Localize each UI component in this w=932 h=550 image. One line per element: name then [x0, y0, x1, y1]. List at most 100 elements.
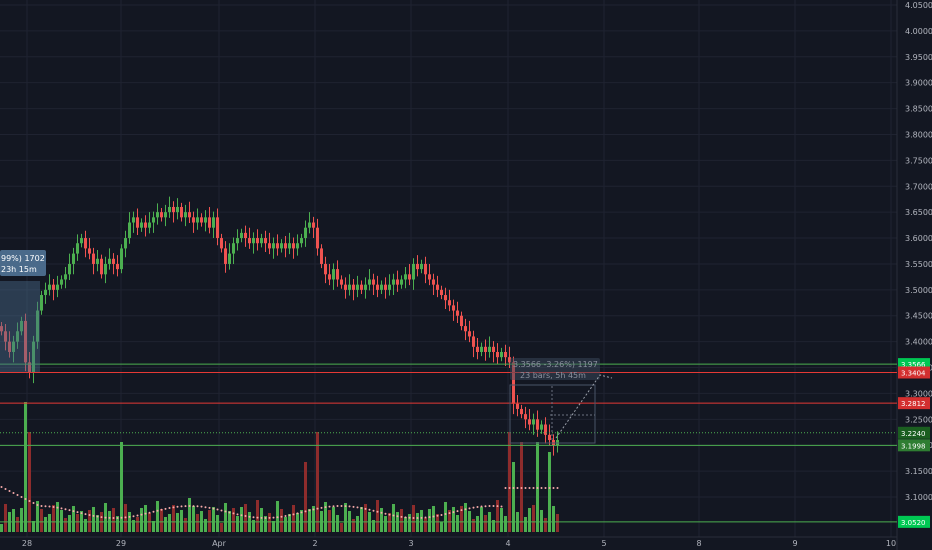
- volume-bar: [52, 505, 55, 532]
- candle-up: [56, 284, 59, 290]
- measure-label-right: [510, 358, 600, 380]
- date-tick-label: 9: [792, 539, 797, 548]
- volume-bar: [84, 519, 87, 532]
- candle-up: [272, 243, 275, 249]
- volume-ma-point: [364, 507, 367, 510]
- volume-ma-point: [292, 513, 295, 516]
- volume-ma-point: [188, 505, 191, 508]
- volume-ma-point: [556, 487, 559, 489]
- candle-down: [316, 227, 319, 249]
- candle-down: [200, 217, 203, 223]
- volume-bar: [24, 402, 27, 532]
- candle-up: [152, 217, 155, 223]
- volume-ma-point: [432, 515, 435, 518]
- volume-bar: [340, 523, 343, 532]
- volume-ma-point: [524, 487, 527, 489]
- volume-ma-point: [140, 513, 143, 516]
- date-tick-label: 29: [116, 539, 126, 548]
- volume-ma-point: [180, 505, 183, 508]
- price-tick-label: 3.5000: [905, 286, 932, 295]
- price-tick-label: 3.7500: [905, 156, 932, 165]
- volume-bar: [236, 516, 239, 532]
- candle-down: [88, 248, 91, 254]
- volume-ma-point: [312, 508, 315, 511]
- candle-up: [420, 263, 423, 270]
- volume-ma-point: [72, 510, 75, 513]
- volume-ma-point: [64, 508, 67, 511]
- volume-ma-point: [440, 513, 443, 516]
- volume-ma-point: [84, 513, 87, 516]
- date-tick-label: 8: [696, 539, 701, 548]
- price-tag-label: 3.0520: [901, 519, 926, 527]
- volume-bar: [16, 517, 19, 532]
- candle-down: [244, 232, 247, 239]
- volume-bar: [44, 517, 47, 532]
- price-tick-label: 3.1000: [905, 493, 932, 502]
- price-tick-label: 3.9000: [905, 79, 932, 88]
- volume-ma-point: [68, 509, 71, 512]
- volume-ma-point: [120, 516, 123, 519]
- volume-ma-point: [12, 492, 15, 494]
- volume-ma-point: [16, 494, 19, 496]
- volume-ma-point: [444, 513, 447, 516]
- volume-ma-point: [28, 500, 31, 502]
- volume-ma-point: [392, 514, 395, 517]
- volume-bar: [68, 515, 71, 532]
- candle-down: [116, 263, 119, 270]
- candle-down: [516, 403, 519, 409]
- volume-ma-point: [148, 511, 151, 514]
- candle-up: [12, 341, 15, 352]
- volume-ma-point: [308, 509, 311, 512]
- volume-bar: [196, 514, 199, 532]
- volume-ma-point: [96, 515, 99, 518]
- volume-bar: [160, 509, 163, 532]
- candle-down: [436, 284, 439, 290]
- candle-down: [192, 217, 195, 223]
- volume-bar: [164, 517, 167, 532]
- volume-bar: [220, 523, 223, 532]
- candle-down: [0, 326, 3, 332]
- volume-ma-point: [208, 506, 211, 509]
- candle-down: [8, 341, 11, 352]
- volume-ma-point: [40, 505, 43, 508]
- candle-down: [396, 279, 399, 285]
- volume-bar: [400, 509, 403, 532]
- volume-ma-point: [352, 505, 355, 508]
- volume-ma-point: [496, 505, 499, 508]
- volume-ma-point: [280, 515, 283, 518]
- volume-ma-point: [516, 487, 519, 489]
- volume-bar: [492, 520, 495, 532]
- candle-down: [496, 351, 499, 358]
- candle-up: [120, 248, 123, 270]
- candle-up: [72, 253, 75, 264]
- volume-ma-point: [232, 512, 235, 515]
- candle-down: [416, 263, 419, 270]
- volume-ma-point: [484, 505, 487, 508]
- volume-ma-point: [224, 510, 227, 513]
- volume-bar: [528, 508, 531, 532]
- volume-ma-point: [336, 505, 339, 508]
- date-tick-label: 10: [886, 539, 896, 548]
- volume-ma-point: [268, 516, 271, 519]
- candle-up: [288, 243, 291, 249]
- volume-bar: [508, 432, 511, 532]
- candle-down: [472, 336, 475, 347]
- volume-bar: [540, 510, 543, 532]
- candle-down: [548, 434, 551, 441]
- candle-down: [220, 238, 223, 249]
- volume-ma-point: [540, 487, 543, 489]
- volume-bar: [392, 504, 395, 532]
- candle-down: [476, 346, 479, 352]
- candle-down: [428, 274, 431, 280]
- candle-up: [108, 258, 111, 264]
- volume-ma-point: [104, 516, 107, 519]
- candle-down: [256, 238, 259, 244]
- volume-ma-point: [492, 505, 495, 508]
- volume-ma-point: [228, 511, 231, 514]
- candle-down: [324, 263, 327, 275]
- price-tick-label: 3.2500: [905, 415, 932, 424]
- candle-up: [132, 217, 135, 223]
- volume-ma-point: [108, 516, 111, 519]
- volume-ma-point: [256, 516, 259, 519]
